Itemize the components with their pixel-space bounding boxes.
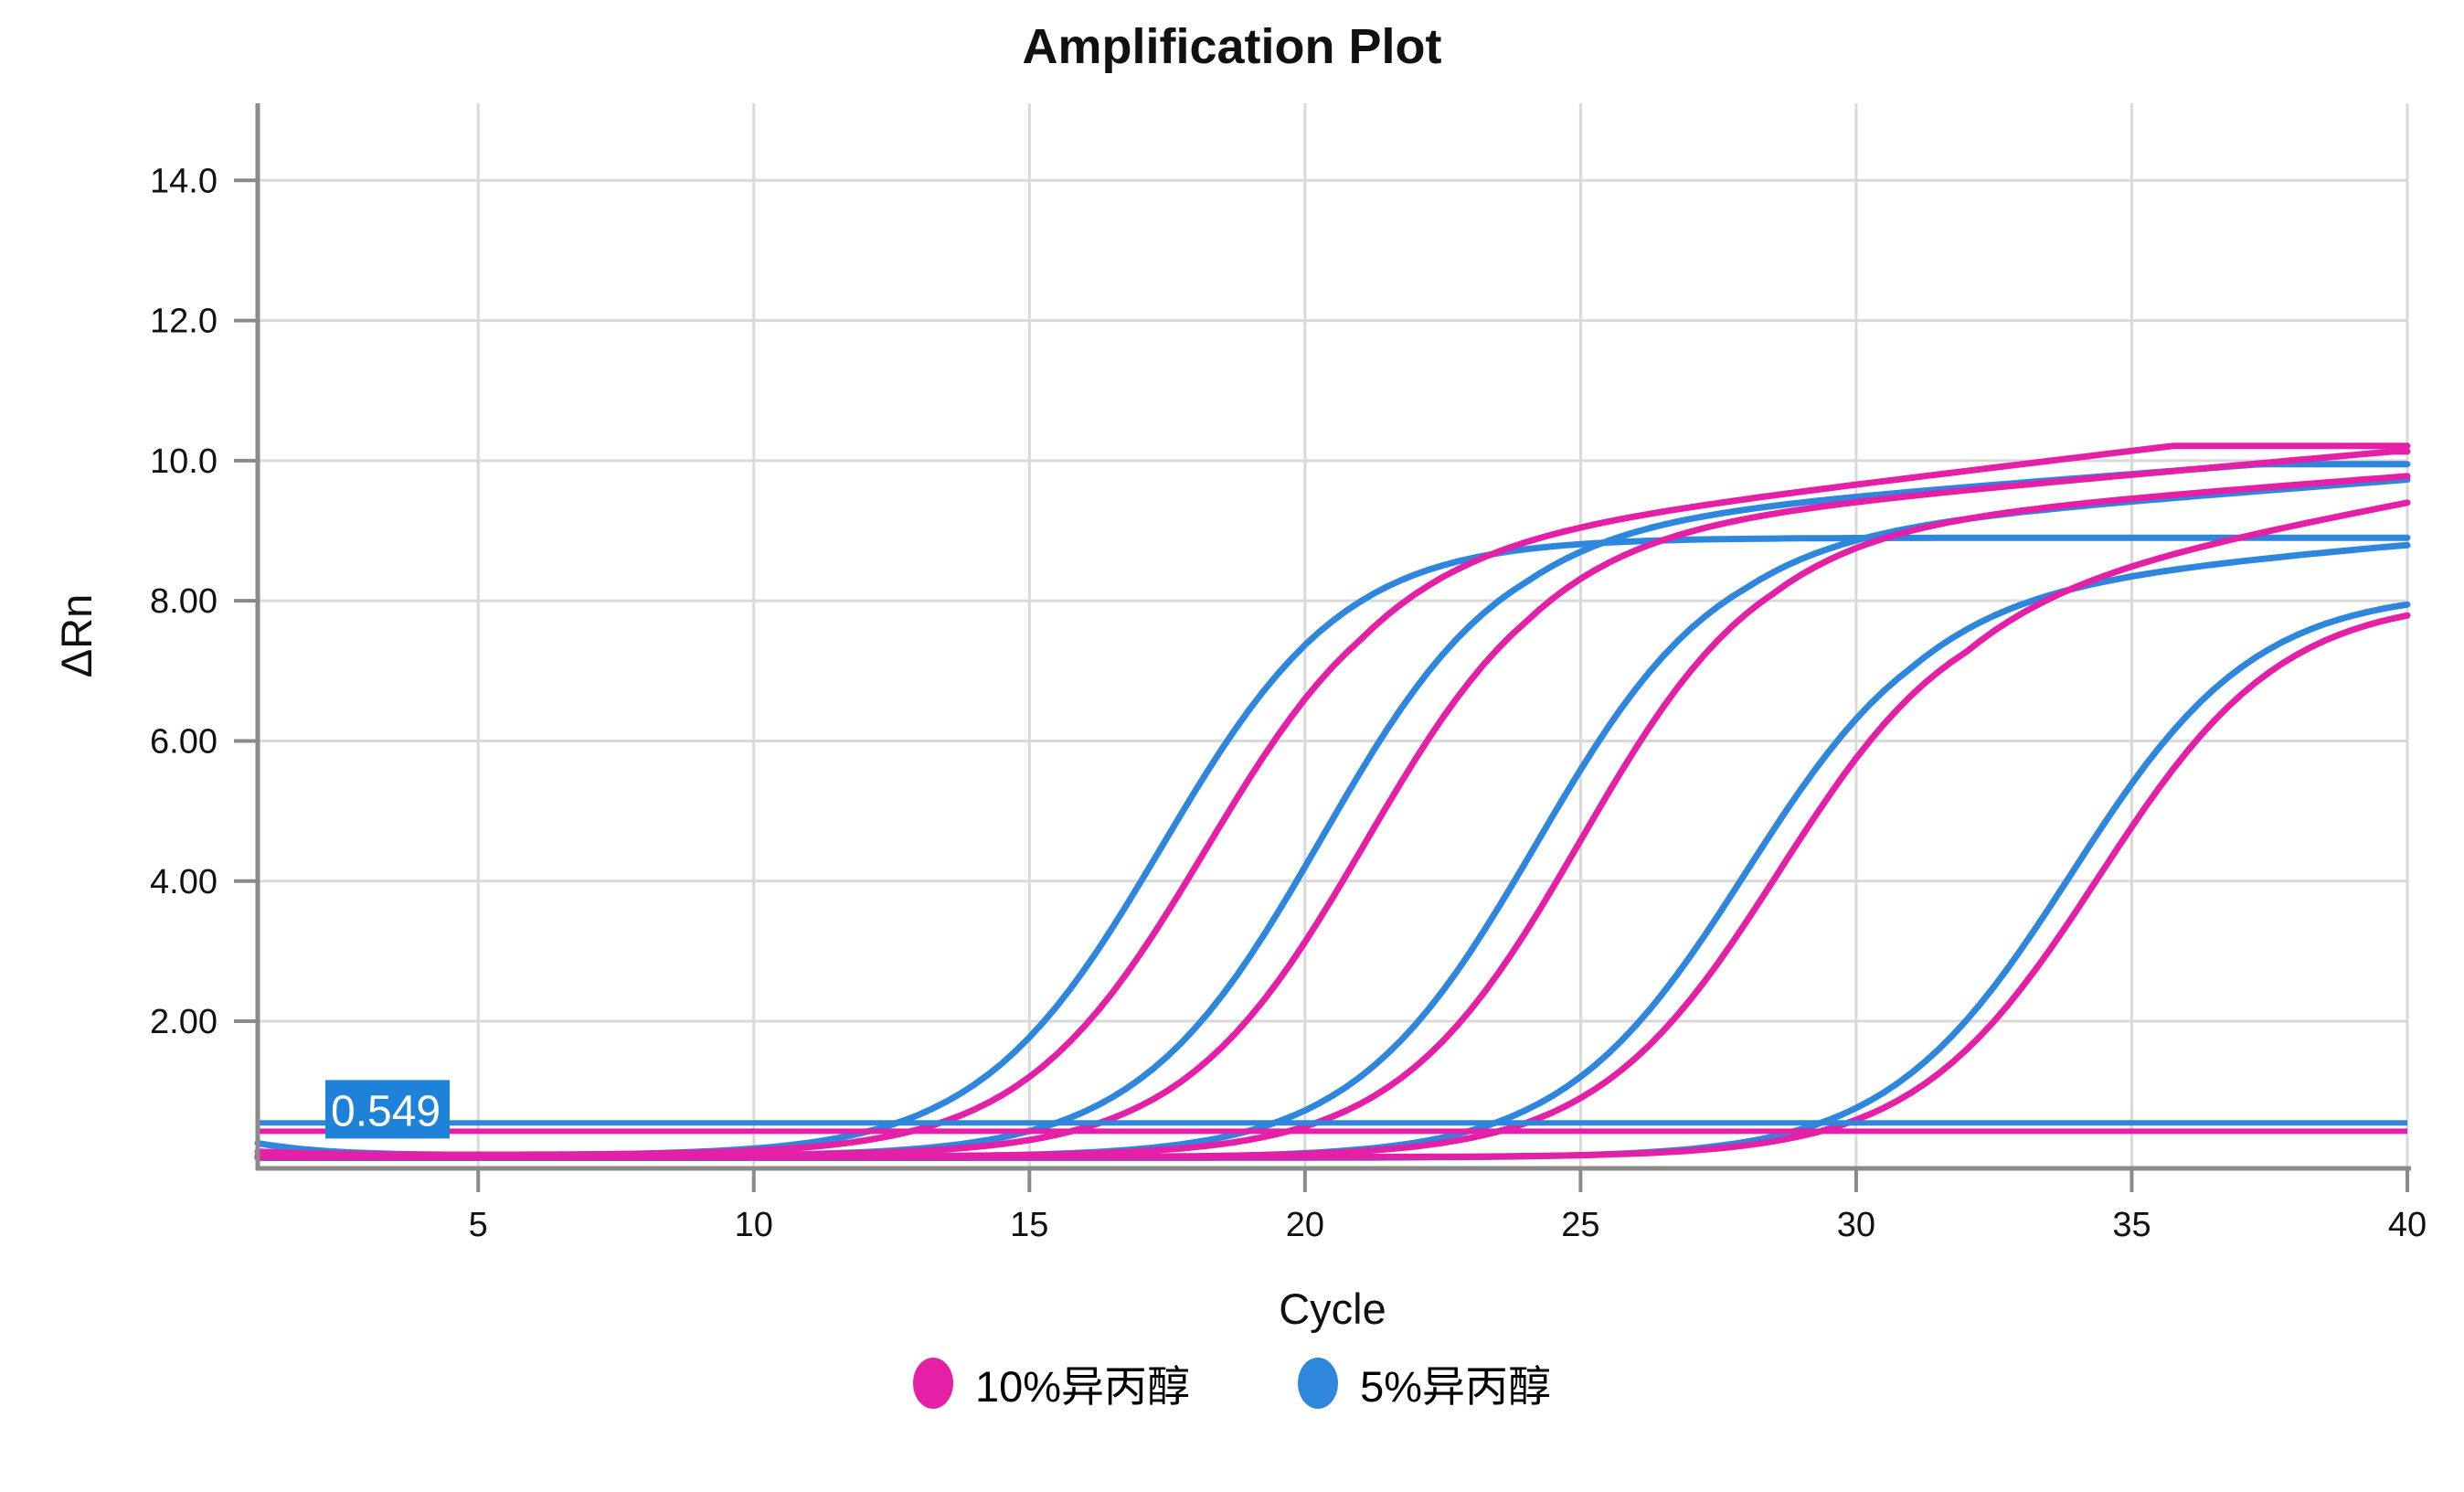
legend-swatch-10pct-icon xyxy=(912,1357,953,1409)
legend-label-10pct: 10%异丙醇 xyxy=(974,1362,1191,1411)
legend: 10%异丙醇 5%异丙醇 xyxy=(0,1351,2464,1414)
y-tick-label-10: 10.0 xyxy=(150,442,218,481)
threshold-label: 0.549 xyxy=(331,1087,441,1135)
legend-item-5pct: 5%异丙醇 xyxy=(1298,1351,1551,1414)
y-tick-label-14: 14.0 xyxy=(150,162,218,200)
x-tick-label-20: 20 xyxy=(1286,1206,1324,1244)
y-tick-label-4: 4.00 xyxy=(150,863,218,901)
y-tick-label-12: 12.0 xyxy=(150,303,218,341)
curve-10%异丙醇-rep2 xyxy=(254,448,2411,1159)
chart-title: Amplification Plot xyxy=(1022,19,1442,74)
threshold-label-box xyxy=(325,1080,450,1139)
x-tick-label-15: 15 xyxy=(1010,1206,1048,1244)
y-tick-label-8: 8.00 xyxy=(150,582,218,621)
x-tick-label-35: 35 xyxy=(2112,1206,2151,1244)
y-tick-label-6: 6.00 xyxy=(150,722,218,761)
y-axis-title: ΔRn xyxy=(52,594,101,677)
curve-10%异丙醇-rep1 xyxy=(254,442,2411,1158)
x-tick-label-5: 5 xyxy=(469,1206,488,1244)
curve-5%异丙醇-rep1 xyxy=(254,534,2411,1158)
x-axis-title: Cycle xyxy=(1279,1284,1386,1333)
x-tick-label-25: 25 xyxy=(1561,1206,1599,1244)
legend-label-5pct: 5%异丙醇 xyxy=(1360,1362,1551,1411)
y-tick-label-2: 2.00 xyxy=(150,1003,218,1041)
curve-10%异丙醇-rep5 xyxy=(254,612,2411,1161)
x-tick-label-10: 10 xyxy=(735,1206,773,1244)
legend-item-10pct: 10%异丙醇 xyxy=(912,1351,1191,1414)
x-tick-label-30: 30 xyxy=(1837,1206,1875,1244)
curve-5%异丙醇-rep2 xyxy=(254,461,2411,1160)
x-tick-label-40: 40 xyxy=(2388,1206,2427,1244)
legend-swatch-5pct-icon xyxy=(1298,1357,1339,1409)
